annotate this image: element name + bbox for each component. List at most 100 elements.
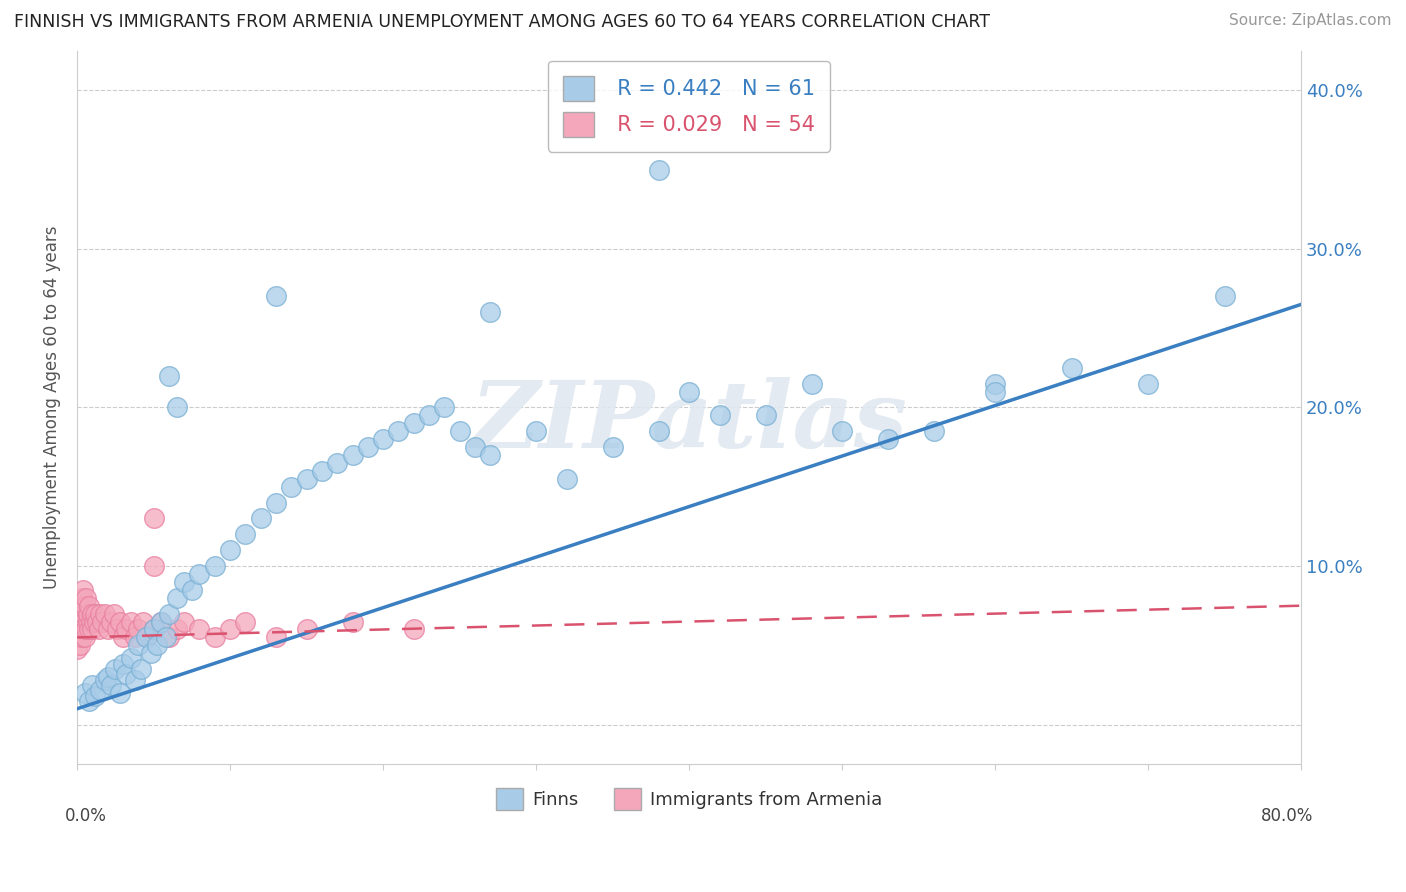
- Point: [555, 472, 578, 486]
- Point: [264, 289, 287, 303]
- Point: [479, 305, 502, 319]
- Point: [264, 495, 287, 509]
- Point: [127, 623, 149, 637]
- Point: [135, 631, 157, 645]
- Point: [142, 623, 165, 637]
- Point: [76, 615, 98, 629]
- Point: [1137, 376, 1160, 391]
- Point: [100, 678, 122, 692]
- Point: [219, 543, 242, 558]
- Point: [136, 631, 159, 645]
- Point: [524, 424, 547, 438]
- Point: [295, 472, 318, 486]
- Point: [83, 615, 105, 629]
- Text: 0.0%: 0.0%: [65, 807, 107, 825]
- Point: [89, 607, 111, 621]
- Point: [1060, 360, 1083, 375]
- Point: [166, 623, 188, 637]
- Point: [877, 432, 900, 446]
- Point: [188, 623, 211, 637]
- Point: [75, 623, 97, 637]
- Point: [127, 638, 149, 652]
- Point: [105, 623, 128, 637]
- Text: 80.0%: 80.0%: [1261, 807, 1313, 825]
- Point: [180, 582, 202, 597]
- Point: [82, 623, 104, 637]
- Point: [831, 424, 853, 438]
- Y-axis label: Unemployment Among Ages 60 to 64 years: Unemployment Among Ages 60 to 64 years: [44, 226, 60, 590]
- Point: [70, 631, 93, 645]
- Point: [139, 646, 162, 660]
- Point: [103, 607, 125, 621]
- Point: [157, 368, 180, 383]
- Point: [115, 666, 138, 681]
- Point: [311, 464, 333, 478]
- Point: [402, 623, 425, 637]
- Point: [142, 623, 165, 637]
- Point: [709, 409, 731, 423]
- Point: [150, 615, 173, 629]
- Point: [157, 631, 180, 645]
- Point: [166, 591, 188, 605]
- Point: [73, 599, 96, 613]
- Point: [150, 615, 173, 629]
- Point: [131, 662, 153, 676]
- Point: [108, 615, 131, 629]
- Point: [387, 424, 409, 438]
- Text: FINNISH VS IMMIGRANTS FROM ARMENIA UNEMPLOYMENT AMONG AGES 60 TO 64 YEARS CORREL: FINNISH VS IMMIGRANTS FROM ARMENIA UNEMP…: [14, 13, 990, 31]
- Point: [79, 623, 101, 637]
- Point: [155, 631, 177, 645]
- Point: [70, 591, 93, 605]
- Point: [464, 440, 486, 454]
- Point: [97, 670, 120, 684]
- Point: [66, 623, 89, 637]
- Point: [89, 682, 111, 697]
- Point: [264, 631, 287, 645]
- Point: [166, 401, 188, 415]
- Point: [984, 376, 1007, 391]
- Text: Source: ZipAtlas.com: Source: ZipAtlas.com: [1229, 13, 1392, 29]
- Point: [111, 631, 134, 645]
- Point: [93, 673, 115, 688]
- Point: [922, 424, 945, 438]
- Point: [326, 456, 349, 470]
- Point: [124, 631, 146, 645]
- Point: [402, 417, 425, 431]
- Point: [132, 615, 155, 629]
- Point: [342, 448, 364, 462]
- Point: [66, 631, 89, 645]
- Point: [204, 631, 226, 645]
- Point: [357, 440, 380, 454]
- Point: [75, 591, 97, 605]
- Point: [84, 689, 107, 703]
- Point: [69, 599, 91, 613]
- Point: [602, 440, 624, 454]
- Point: [84, 607, 107, 621]
- Point: [800, 376, 823, 391]
- Point: [433, 401, 456, 415]
- Point: [80, 615, 103, 629]
- Point: [157, 607, 180, 621]
- Point: [100, 615, 122, 629]
- Point: [173, 574, 195, 589]
- Point: [79, 599, 101, 613]
- Point: [82, 607, 104, 621]
- Point: [145, 638, 167, 652]
- Point: [142, 559, 165, 574]
- Point: [111, 657, 134, 672]
- Point: [82, 678, 104, 692]
- Point: [204, 559, 226, 574]
- Point: [678, 384, 700, 399]
- Point: [67, 615, 90, 629]
- Point: [87, 623, 110, 637]
- Point: [104, 662, 127, 676]
- Point: [984, 384, 1007, 399]
- Legend: Finns, Immigrants from Armenia: Finns, Immigrants from Armenia: [486, 780, 891, 820]
- Point: [76, 607, 98, 621]
- Point: [142, 511, 165, 525]
- Point: [72, 582, 94, 597]
- Point: [73, 686, 96, 700]
- Point: [97, 623, 120, 637]
- Point: [188, 566, 211, 581]
- Point: [479, 448, 502, 462]
